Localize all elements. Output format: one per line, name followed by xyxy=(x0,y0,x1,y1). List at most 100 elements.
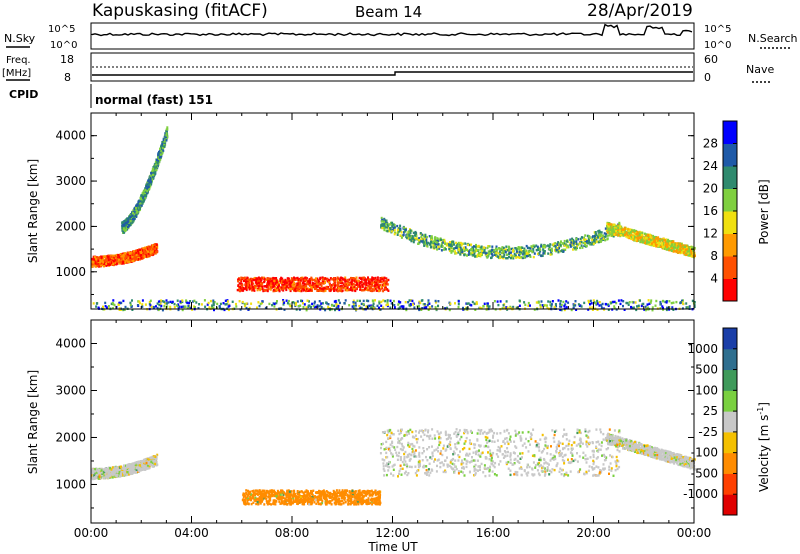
echo-cell xyxy=(159,302,162,305)
echo-cell xyxy=(608,231,611,234)
echo-cell xyxy=(646,239,649,243)
echo-cell xyxy=(661,305,664,308)
echo-cell xyxy=(399,224,402,227)
echo-cell xyxy=(442,241,445,244)
echo-cell xyxy=(570,308,573,312)
echo-cell xyxy=(563,239,566,243)
echo-cell xyxy=(665,241,668,245)
echo-cell xyxy=(468,243,471,247)
echo-cell xyxy=(521,256,524,260)
echo-cell xyxy=(587,242,590,245)
echo-cell xyxy=(342,286,345,289)
echo-cell xyxy=(573,240,576,244)
echo-cell xyxy=(514,254,517,257)
echo-cell xyxy=(252,282,255,285)
echo-cell xyxy=(263,288,266,292)
echo-cell xyxy=(287,286,290,290)
echo-cell xyxy=(471,251,474,254)
echo-cell xyxy=(156,306,159,310)
echo-cell xyxy=(362,303,365,306)
echo-cell xyxy=(480,252,482,255)
echo-cell xyxy=(266,282,269,285)
echo-cell xyxy=(372,278,375,281)
echo-cell xyxy=(572,244,575,247)
echo-cell xyxy=(100,256,103,259)
echo-cell xyxy=(523,247,526,250)
echo-cell xyxy=(267,282,270,286)
echo-cell xyxy=(588,235,591,238)
echo-cell xyxy=(282,303,285,306)
echo-cell xyxy=(100,264,103,267)
echo-cell xyxy=(609,231,612,234)
echo-cell xyxy=(152,176,155,180)
echo-cell xyxy=(595,233,597,236)
echo-cell xyxy=(337,282,340,285)
echo-cell xyxy=(391,221,394,225)
echo-cell xyxy=(579,246,581,250)
echo-cell xyxy=(160,150,163,153)
echo-cell xyxy=(144,191,147,194)
echo-cell xyxy=(366,287,369,290)
echo-cell xyxy=(611,232,614,236)
echo-cell xyxy=(126,228,129,231)
echo-cell xyxy=(658,241,660,244)
echo-cell xyxy=(132,251,135,255)
echo-cell xyxy=(294,288,297,291)
echo-cell xyxy=(317,284,320,287)
echo-cell xyxy=(692,251,695,254)
echo-cell xyxy=(600,231,603,234)
echo-cell xyxy=(281,280,284,283)
echo-cell xyxy=(291,286,294,289)
echo-cell xyxy=(368,285,371,288)
echo-cell xyxy=(282,285,285,289)
echo-cell xyxy=(135,206,137,210)
echo-cell xyxy=(154,244,157,248)
echo-cell xyxy=(577,238,580,241)
echo-cell xyxy=(382,299,385,302)
echo-cell xyxy=(373,289,376,292)
echo-cell xyxy=(522,253,525,256)
echo-cell xyxy=(454,302,456,305)
echo-cell xyxy=(143,248,146,252)
echo-cell xyxy=(520,256,523,259)
echo-cell xyxy=(610,234,613,237)
echo-cell xyxy=(655,245,658,248)
echo-cell xyxy=(503,251,506,254)
echo-cell xyxy=(148,248,151,251)
echo-cell xyxy=(586,234,589,238)
echo-cell xyxy=(250,277,253,281)
echo-cell xyxy=(309,279,312,282)
echo-cell xyxy=(325,278,328,281)
echo-cell xyxy=(645,236,648,240)
echo-cell xyxy=(657,236,660,239)
echo-cell xyxy=(613,305,616,308)
echo-cell xyxy=(528,254,531,257)
echo-cell xyxy=(360,277,363,280)
echo-cell xyxy=(355,287,358,290)
echo-cell xyxy=(666,240,669,243)
echo-cell xyxy=(523,252,526,256)
echo-cell xyxy=(120,257,123,260)
echo-cell xyxy=(426,245,429,248)
echo-cell xyxy=(243,279,245,283)
echo-cell xyxy=(298,277,301,281)
echo-cell xyxy=(642,302,645,306)
echo-cell xyxy=(421,299,424,302)
echo-cell xyxy=(547,244,549,247)
echo-cell xyxy=(327,281,330,284)
echo-cell xyxy=(326,287,329,290)
echo-cell xyxy=(310,285,313,289)
echo-cell xyxy=(198,303,201,306)
echo-cell xyxy=(415,234,418,237)
echo-cell xyxy=(408,299,411,302)
echo-cell xyxy=(142,198,145,201)
echo-cell xyxy=(411,235,414,238)
echo-cell xyxy=(107,305,110,308)
echo-cell xyxy=(151,170,154,173)
echo-cell xyxy=(355,279,358,282)
echo-cell xyxy=(644,236,647,240)
nsearch-tick-bottom: 10^0 xyxy=(704,40,731,51)
echo-cell xyxy=(527,254,530,258)
echo-cell xyxy=(452,240,455,243)
echo-cell xyxy=(352,302,355,306)
